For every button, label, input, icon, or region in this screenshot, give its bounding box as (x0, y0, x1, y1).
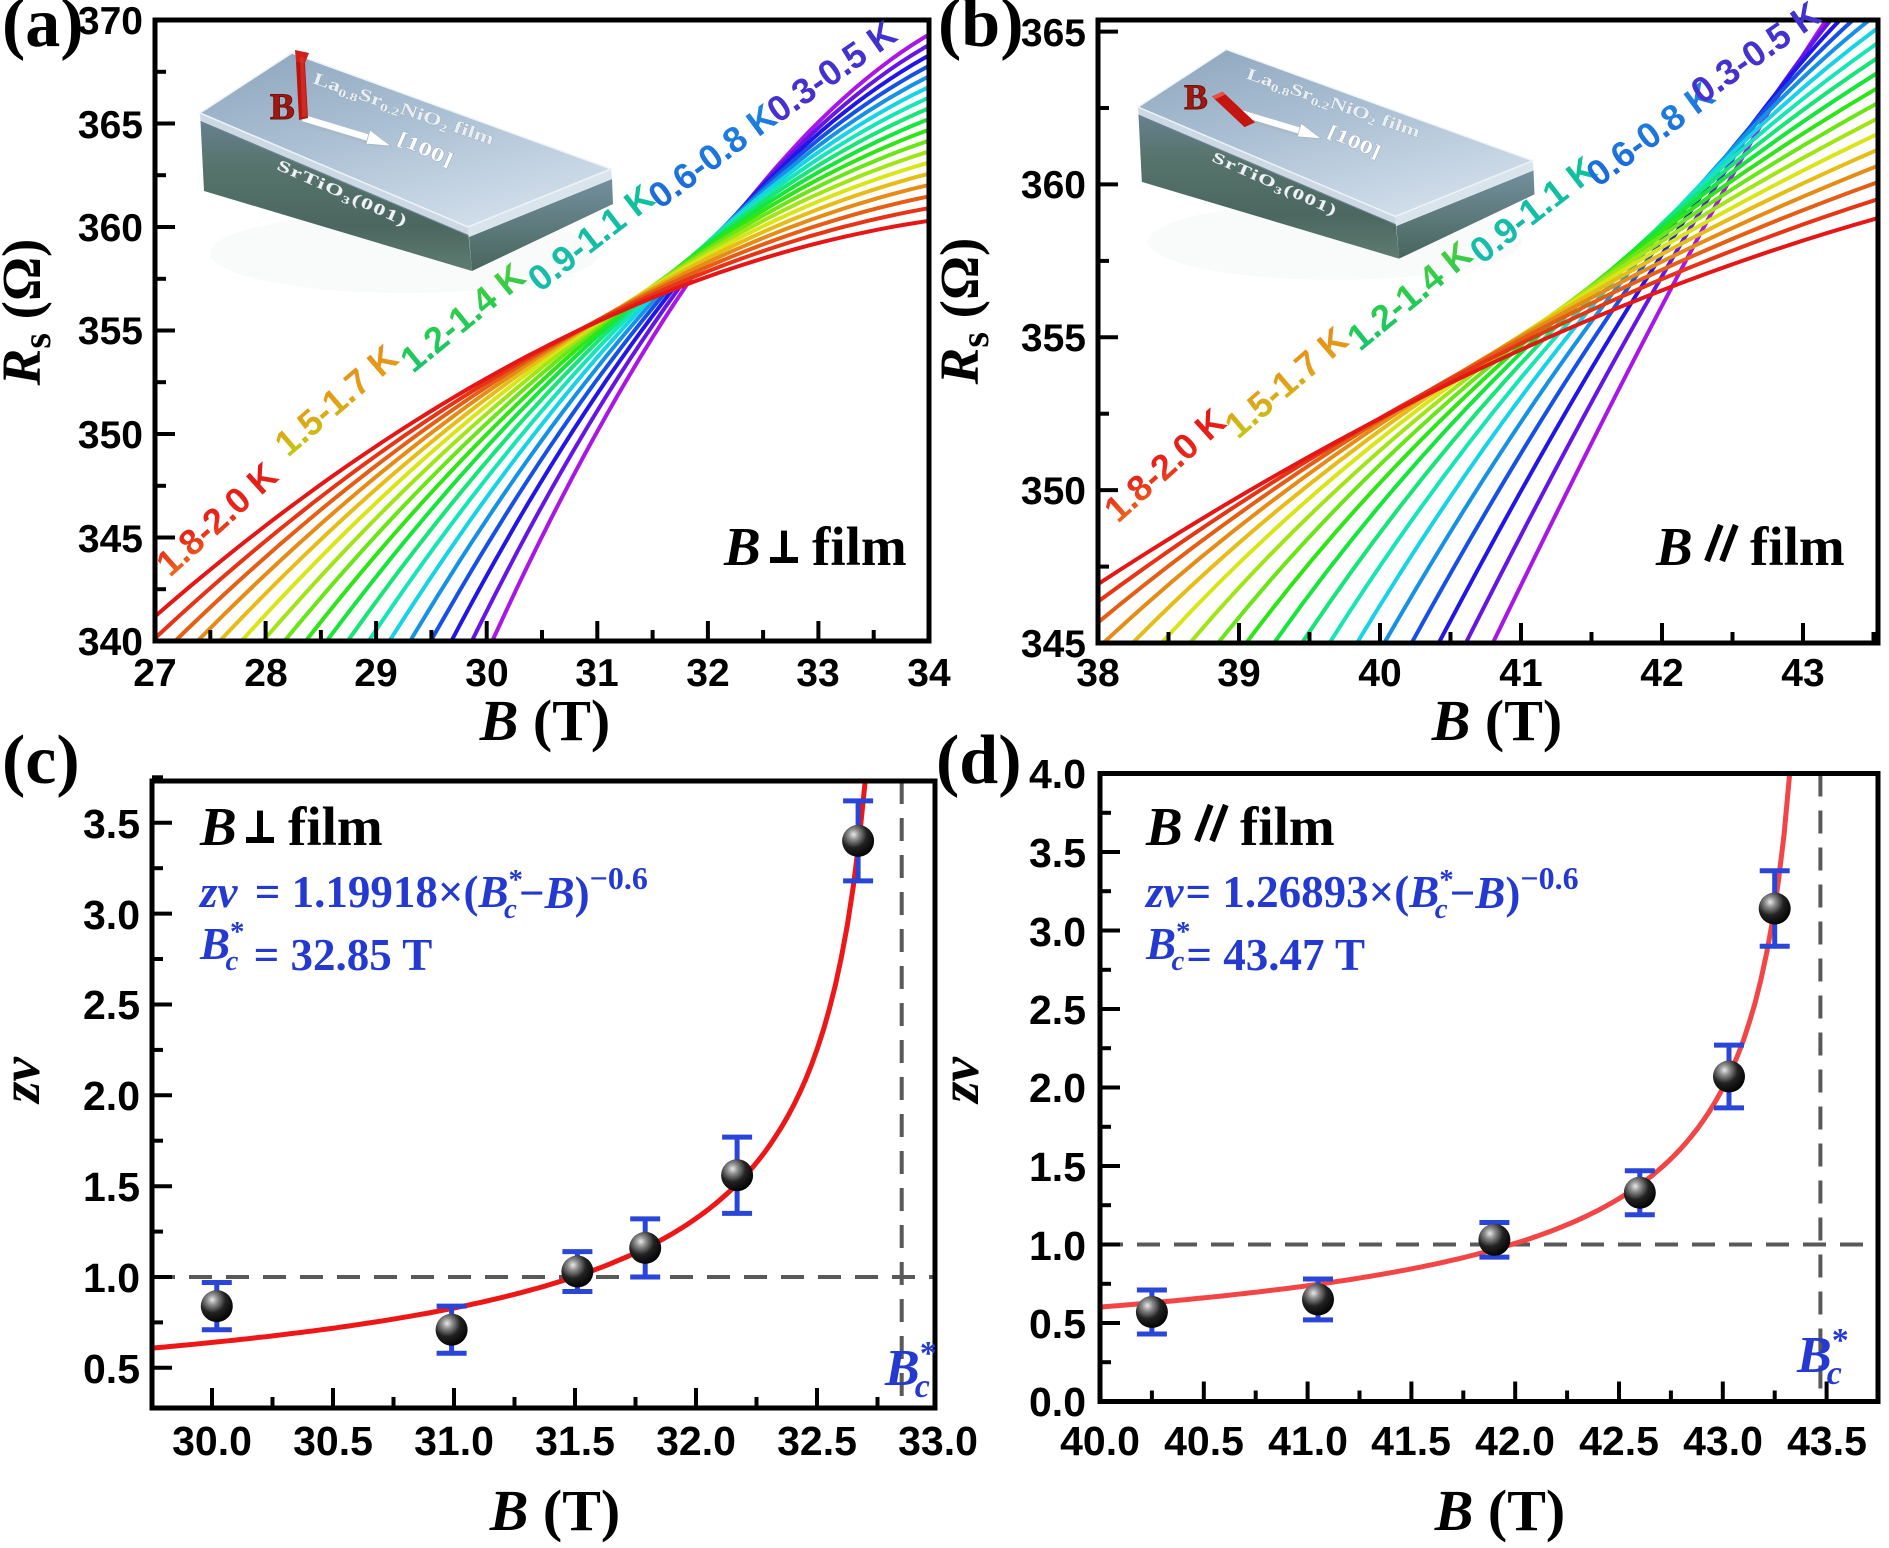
svg-text:33.0: 33.0 (898, 1418, 978, 1464)
svg-text:zν= 1.26893×(B*c−B)−0.6: zν= 1.26893×(B* c−B)−0.6 (1144, 860, 1579, 925)
svg-text:2.0: 2.0 (1029, 1065, 1086, 1111)
svg-text:370: 370 (78, 0, 143, 43)
svg-text:32.5: 32.5 (777, 1418, 857, 1464)
svg-text:1.5: 1.5 (83, 1164, 140, 1210)
svg-text:27: 27 (133, 652, 176, 695)
svg-text:345: 345 (78, 518, 143, 561)
svg-text:film: film (812, 516, 907, 577)
svg-text:Rs (Ω): Rs (Ω) (929, 238, 997, 386)
svg-text:(a): (a) (2, 0, 84, 62)
svg-text:Rs (Ω): Rs (Ω) (0, 239, 59, 387)
svg-text:42: 42 (1640, 652, 1683, 695)
svg-text:B*c: B* c (1796, 1322, 1849, 1392)
svg-text:3.5: 3.5 (1029, 830, 1086, 876)
svg-text:film: film (1750, 516, 1845, 577)
svg-text:40.0: 40.0 (1060, 1418, 1140, 1464)
svg-text:30.0: 30.0 (172, 1418, 252, 1464)
svg-text:39: 39 (1217, 652, 1260, 695)
svg-text:32: 32 (686, 652, 729, 695)
svg-text:365: 365 (1021, 12, 1086, 55)
svg-text:32.0: 32.0 (656, 1418, 736, 1464)
svg-text:(c): (c) (2, 722, 80, 799)
svg-text:(b): (b) (938, 0, 1024, 62)
svg-text:B: B (1184, 77, 1208, 117)
svg-text:360: 360 (78, 207, 143, 250)
svg-text:350: 350 (78, 414, 143, 457)
svg-text:41.0: 41.0 (1268, 1418, 1348, 1464)
svg-text:(d): (d) (936, 722, 1022, 799)
svg-text:31.0: 31.0 (414, 1418, 494, 1464)
svg-text:340: 340 (78, 621, 143, 664)
svg-text:42.5: 42.5 (1579, 1418, 1659, 1464)
svg-text:355: 355 (78, 310, 143, 353)
svg-text:355: 355 (1021, 317, 1086, 360)
svg-text:0.0: 0.0 (1029, 1379, 1086, 1425)
svg-text:29: 29 (354, 652, 397, 695)
svg-text:B: B (270, 87, 295, 128)
svg-text:zν = 1.19918×(B*c−B)−0.6: zν = 1.19918×(B* c−B)−0.6 (198, 860, 648, 925)
svg-text:43: 43 (1781, 652, 1824, 695)
svg-text:2.5: 2.5 (1029, 987, 1086, 1033)
svg-text:B (T): B (T) (489, 1478, 621, 1543)
svg-text:42.0: 42.0 (1475, 1418, 1555, 1464)
svg-text:350: 350 (1021, 470, 1086, 513)
svg-text:30.5: 30.5 (293, 1418, 373, 1464)
svg-text:zν: zν (0, 1057, 51, 1105)
svg-text:345: 345 (1021, 623, 1086, 666)
svg-text:2.0: 2.0 (83, 1073, 140, 1119)
svg-text:43.5: 43.5 (1787, 1418, 1867, 1464)
svg-text:B (T): B (T) (479, 688, 611, 753)
svg-text:B*c = 32.85 T: B* c = 32.85 T (199, 916, 432, 980)
svg-text:B*c: B* c (884, 1335, 937, 1405)
svg-text:3.0: 3.0 (1029, 909, 1086, 955)
svg-text:B (T): B (T) (1434, 1478, 1566, 1543)
svg-text:3.0: 3.0 (83, 892, 140, 938)
svg-text:film: film (288, 796, 383, 857)
svg-text:43.0: 43.0 (1683, 1418, 1763, 1464)
svg-text:1.0: 1.0 (1029, 1223, 1086, 1269)
svg-text:B: B (723, 516, 761, 577)
svg-text:B: B (1655, 516, 1693, 577)
svg-text:2.5: 2.5 (83, 982, 140, 1028)
svg-text:1.5: 1.5 (1029, 1144, 1086, 1190)
svg-text:34: 34 (907, 652, 951, 695)
svg-text:41: 41 (1499, 652, 1542, 695)
svg-text:film: film (1240, 796, 1335, 857)
svg-text:B: B (199, 796, 237, 857)
svg-text:1.0: 1.0 (83, 1255, 140, 1301)
svg-text:365: 365 (78, 104, 143, 147)
svg-text:zν: zν (929, 1057, 990, 1105)
svg-text:4.0: 4.0 (1029, 751, 1086, 797)
svg-text:B: B (1145, 796, 1183, 857)
svg-text:0.5: 0.5 (1029, 1301, 1086, 1347)
svg-text:40.5: 40.5 (1164, 1418, 1244, 1464)
svg-text:360: 360 (1021, 164, 1086, 207)
svg-text:31: 31 (575, 652, 618, 695)
svg-text:40: 40 (1358, 652, 1401, 695)
svg-text:28: 28 (244, 652, 287, 695)
svg-text:38: 38 (1076, 652, 1119, 695)
svg-text:41.5: 41.5 (1371, 1418, 1451, 1464)
svg-text:30: 30 (465, 652, 508, 695)
svg-text:33: 33 (796, 652, 839, 695)
svg-text:B (T): B (T) (1431, 688, 1563, 753)
svg-text:B*c= 43.47 T: B* c= 43.47 T (1145, 916, 1365, 980)
svg-text:31.5: 31.5 (535, 1418, 615, 1464)
svg-text:0.5: 0.5 (83, 1346, 140, 1392)
svg-text:3.5: 3.5 (83, 801, 140, 847)
